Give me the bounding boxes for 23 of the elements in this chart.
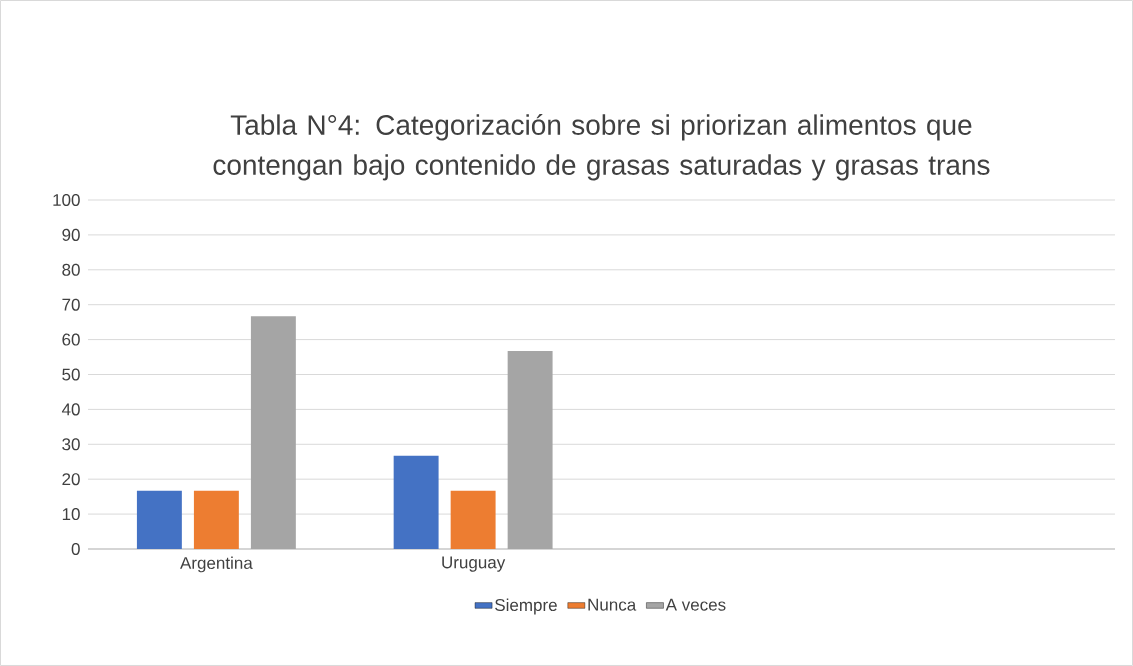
y-tick-label: 80 [62,263,80,276]
y-tick-label: 0 [71,542,80,556]
y-tick-label: 20 [62,473,80,486]
y-tick-label: 100 [53,193,80,207]
y-tick-label: 90 [62,228,80,241]
y-tick-label: 40 [61,403,80,416]
y-tick-label: 10 [62,508,80,521]
y-tick-label: 70 [62,298,80,311]
x-tick-label: Argentina [180,556,253,573]
bar [193,490,239,549]
bar [136,490,182,549]
bar [450,490,496,549]
y-tick-label: 60 [62,333,80,346]
bar [507,351,553,549]
x-tick-label: Uruguay [442,556,506,572]
legend-label: Nunca [588,598,637,611]
legend-label: Siempre [495,598,557,615]
chart-title: Tabla N°4: Categorización sobre si priorizan alimentos que contengan bajo contenido de grasas saturadas y grasas trans [213,114,990,181]
bar [393,455,439,549]
y-tick-label: 30 [62,438,80,451]
bar [250,316,296,549]
y-tick-label: 50 [62,368,80,381]
legend-label: A veces [665,598,726,611]
